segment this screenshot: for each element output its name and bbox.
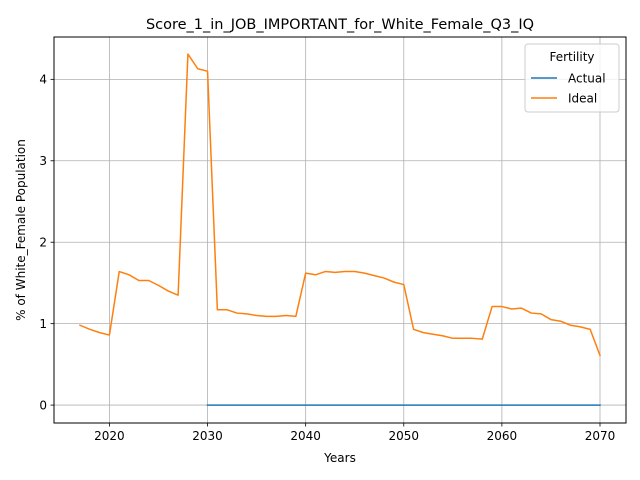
- series-lines: [79, 53, 601, 406]
- x-axis-label: Years: [323, 451, 356, 465]
- y-tick-label: 1: [39, 317, 47, 331]
- y-axis-label: % of White_Female Population: [14, 139, 28, 321]
- axis-ticks: 2020 2030 2040 2050 2060 2070 0 1 2 3 4: [39, 73, 615, 443]
- x-tick-label: 2040: [290, 429, 321, 443]
- x-tick-label: 2070: [585, 429, 616, 443]
- legend: Fertility Actual Ideal: [524, 43, 620, 113]
- x-tick-label: 2030: [192, 429, 223, 443]
- legend-label-actual: Actual: [568, 71, 606, 85]
- legend-title: Fertility: [549, 50, 594, 64]
- y-tick-label: 2: [39, 236, 47, 250]
- y-tick-label: 0: [39, 398, 47, 412]
- series-line-ideal: [79, 53, 601, 357]
- legend-label-ideal: Ideal: [568, 91, 597, 105]
- legend-box: [524, 43, 620, 113]
- chart-title: Score_1_in_JOB_IMPORTANT_for_White_Femal…: [146, 17, 534, 33]
- x-tick-label: 2050: [389, 429, 420, 443]
- y-tick-label: 4: [39, 73, 47, 87]
- y-tick-label: 3: [39, 154, 47, 168]
- plot-area-frame: [53, 36, 627, 424]
- x-tick-label: 2020: [94, 429, 125, 443]
- x-tick-label: 2060: [487, 429, 518, 443]
- legend-entries: Actual Ideal: [531, 71, 606, 105]
